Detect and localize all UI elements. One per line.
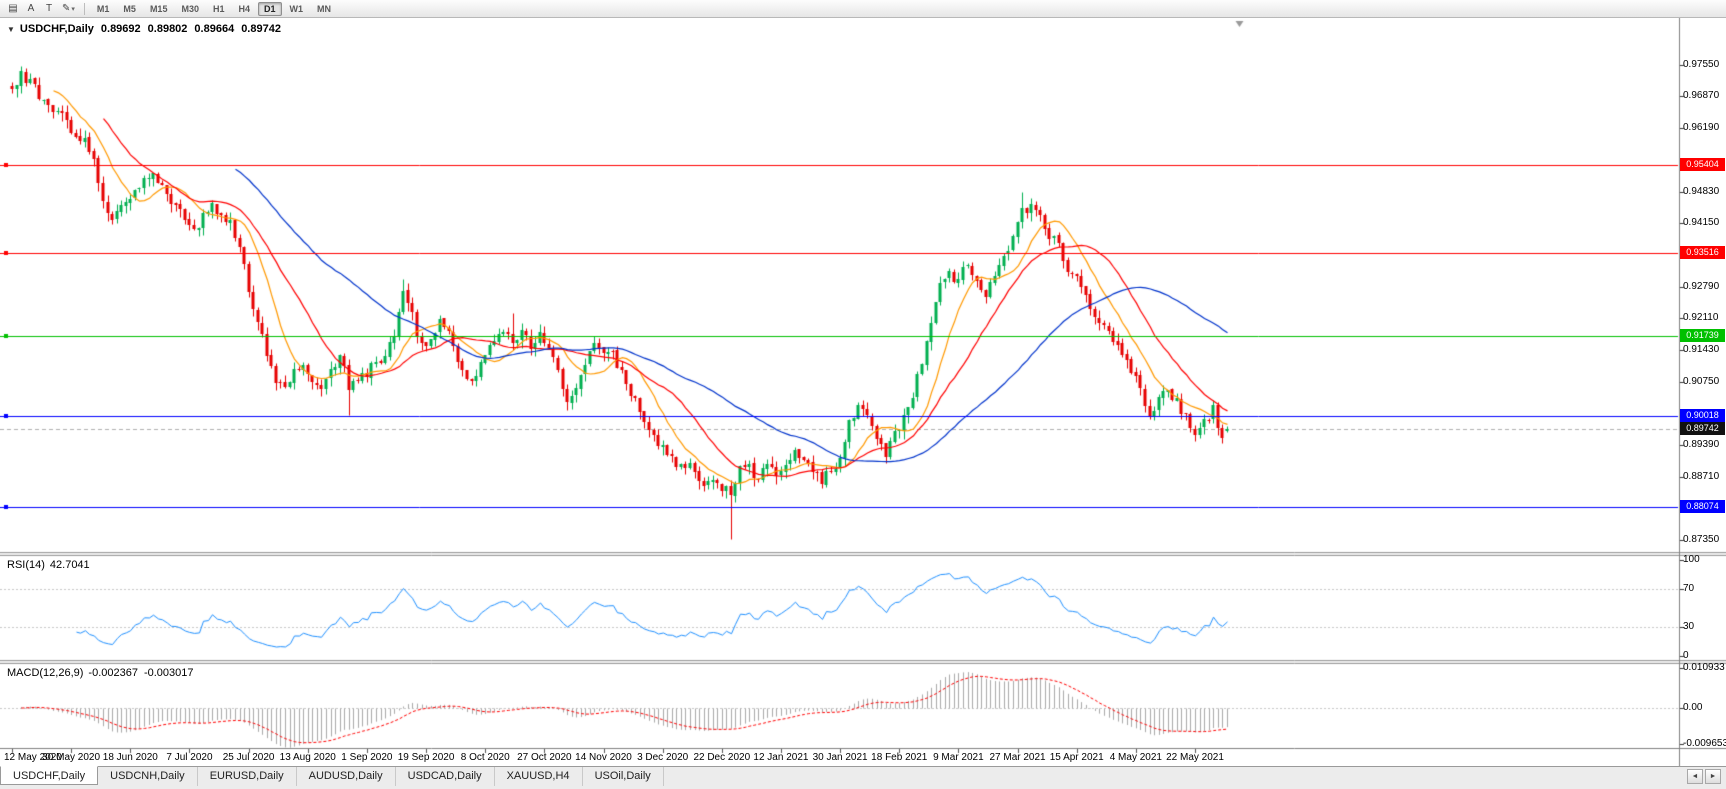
date-axis-label: 12 May 2020 <box>4 752 62 763</box>
rsi-scale-label: 0 <box>1683 650 1689 661</box>
price-axis-tick-label: 0.87350 <box>1683 534 1720 546</box>
macd-indicator-label: MACD(12,26,9) -0.002367 -0.003017 <box>7 667 194 679</box>
hline-price-tag[interactable]: 0.95404 <box>1680 158 1725 172</box>
date-axis-label: 3 Dec 2020 <box>637 752 689 763</box>
price-axis-tick-label: 0.90750 <box>1683 375 1720 387</box>
price-axis-tick-label: 0.96190 <box>1683 122 1720 134</box>
macd-scale-label: 0.00 <box>1683 702 1703 714</box>
date-axis-label: 19 Sep 2020 <box>397 752 455 763</box>
macd-main-value: -0.002367 <box>88 667 138 679</box>
hline-price-tag[interactable]: 0.90018 <box>1680 409 1725 423</box>
rsi-scale-label: 100 <box>1683 554 1700 565</box>
date-axis-label: 14 Nov 2020 <box>575 752 632 763</box>
chart-tab-xauusd[interactable]: XAUUSD,H4 <box>495 767 583 786</box>
date-axis-label: 30 Jan 2021 <box>812 752 868 763</box>
date-axis-label: 27 Mar 2021 <box>989 752 1046 763</box>
price-axis-tick-label: 0.89390 <box>1683 439 1720 451</box>
price-axis-tick-label: 0.92110 <box>1683 312 1719 324</box>
date-axis-label: 1 Sep 2020 <box>341 752 393 763</box>
quote-low: 0.89664 <box>194 23 235 35</box>
text-tool[interactable]: T <box>45 3 53 14</box>
chart-tab-usdchf[interactable]: USDCHF,Daily <box>0 766 99 785</box>
date-axis-label: 12 Jan 2021 <box>753 752 809 763</box>
timeframe-group: M1 M5 M15 M30 H1 H4 D1 W1 MN <box>90 1 338 16</box>
macd-signal-value: -0.003017 <box>143 667 194 679</box>
quote-high: 0.89802 <box>147 23 188 35</box>
price-axis-tick-label: 0.96870 <box>1683 90 1720 102</box>
timeframe-button-m5[interactable]: M5 <box>123 3 136 14</box>
rsi-value: 42.7041 <box>49 559 90 571</box>
date-axis-label: 25 Jul 2020 <box>222 752 275 763</box>
date-axis-label: 4 May 2021 <box>1109 752 1162 763</box>
timeframe-button-m30[interactable]: M30 <box>181 3 199 14</box>
date-axis-label: 22 Dec 2020 <box>693 752 751 763</box>
quote-close: 0.89742 <box>241 23 281 35</box>
date-axis-label: 18 Feb 2021 <box>871 752 928 763</box>
rsi-indicator-label: RSI(14) 42.7041 <box>7 559 90 571</box>
timeframe-button-h4[interactable]: H4 <box>238 3 250 14</box>
toolbar-separator <box>83 2 85 15</box>
price-axis-tick-label: 0.94150 <box>1683 217 1720 229</box>
hline-price-tag[interactable]: 0.91739 <box>1680 329 1725 343</box>
timeframe-button-m1[interactable]: M1 <box>96 3 110 14</box>
current-price-tag: 0.89742 <box>1680 422 1725 436</box>
top-toolbar: ▤ A T ✎ ▾ M1 M5 M15 M30 H1 H4 D1 W1 MN <box>0 0 1726 18</box>
tool-icons-group: ▤ A T ✎ ▾ <box>4 1 79 16</box>
macd-scale-label: -0.009653 <box>1683 738 1726 749</box>
date-axis-label: 22 May 2021 <box>1166 752 1224 763</box>
price-axis-tick-label: 0.88710 <box>1683 470 1720 482</box>
date-axis-label: 27 Oct 2020 <box>517 752 572 763</box>
price-axis-tick-label: 0.97550 <box>1683 58 1720 70</box>
tabs-scroll-right-button[interactable]: ► <box>1705 769 1721 784</box>
date-axis-label: 15 Apr 2021 <box>1049 752 1104 763</box>
chart-tab-audusd[interactable]: AUDUSD,Daily <box>297 767 396 786</box>
date-axis-label: 18 Jun 2020 <box>102 752 158 763</box>
timeframe-button-d1[interactable]: D1 <box>258 1 282 16</box>
date-axis-label: 7 Jul 2020 <box>166 752 213 763</box>
chart-tab-usdcad[interactable]: USDCAD,Daily <box>396 767 495 786</box>
symbol-period-label: USDCHF,Daily <box>19 23 94 35</box>
one-click-trading-expander-icon[interactable]: ▼ <box>7 24 15 34</box>
text-label-tool[interactable]: A <box>27 3 35 14</box>
tab-scroll-arrows: ◄ ► <box>1687 767 1726 784</box>
chart-tabs: USDCHF,Daily USDCNH,Daily EURUSD,Daily AUDU… <box>0 766 664 786</box>
date-axis-label: 8 Oct 2020 <box>460 752 510 763</box>
timeframe-button-mn[interactable]: MN <box>317 3 332 14</box>
timeframe-button-h1[interactable]: H1 <box>212 3 225 14</box>
macd-scale-label: 0.010933 <box>1683 662 1725 673</box>
rsi-name: RSI(14) <box>7 559 45 571</box>
price-axis-tick-label: 0.91430 <box>1683 344 1720 356</box>
charts-list-icon[interactable]: ▤ <box>8 3 18 14</box>
draw-tool-icon[interactable]: ✎ ▾ <box>62 3 75 14</box>
hline-price-tag[interactable]: 0.93516 <box>1680 246 1725 260</box>
rsi-scale-label: 70 <box>1683 582 1695 594</box>
timeframe-button-m15[interactable]: M15 <box>149 3 168 14</box>
quote-open: 0.89692 <box>100 23 141 35</box>
chart-title: ▼ USDCHF,Daily 0.89692 0.89802 0.89664 0… <box>7 23 281 35</box>
rsi-scale-label: 30 <box>1683 621 1695 633</box>
date-axis-label: 13 Aug 2020 <box>279 752 336 763</box>
chart-tab-usdcnh[interactable]: USDCNH,Daily <box>98 767 198 786</box>
chart-tab-bar: USDCHF,Daily USDCNH,Daily EURUSD,Daily AUDU… <box>0 766 1726 789</box>
chart-window: ▼ USDCHF,Daily 0.89692 0.89802 0.89664 0… <box>0 18 1726 766</box>
tabs-scroll-left-button[interactable]: ◄ <box>1687 769 1703 784</box>
price-axis-tick-label: 0.94830 <box>1683 185 1720 197</box>
hline-price-tag[interactable]: 0.88074 <box>1680 500 1725 514</box>
price-axis-tick-label: 0.92790 <box>1683 280 1720 292</box>
timeframe-button-w1[interactable]: W1 <box>289 3 304 14</box>
chevron-down-icon: ▾ <box>71 5 75 13</box>
date-axis-label: 30 May 2020 <box>42 752 101 763</box>
date-axis-label: 9 Mar 2021 <box>933 752 984 763</box>
chart-tab-usoil[interactable]: USOil,Daily <box>583 767 664 786</box>
macd-name: MACD(12,26,9) <box>7 667 84 679</box>
chart-tab-eurusd[interactable]: EURUSD,Daily <box>198 767 297 786</box>
chart-canvas[interactable] <box>0 18 1726 766</box>
